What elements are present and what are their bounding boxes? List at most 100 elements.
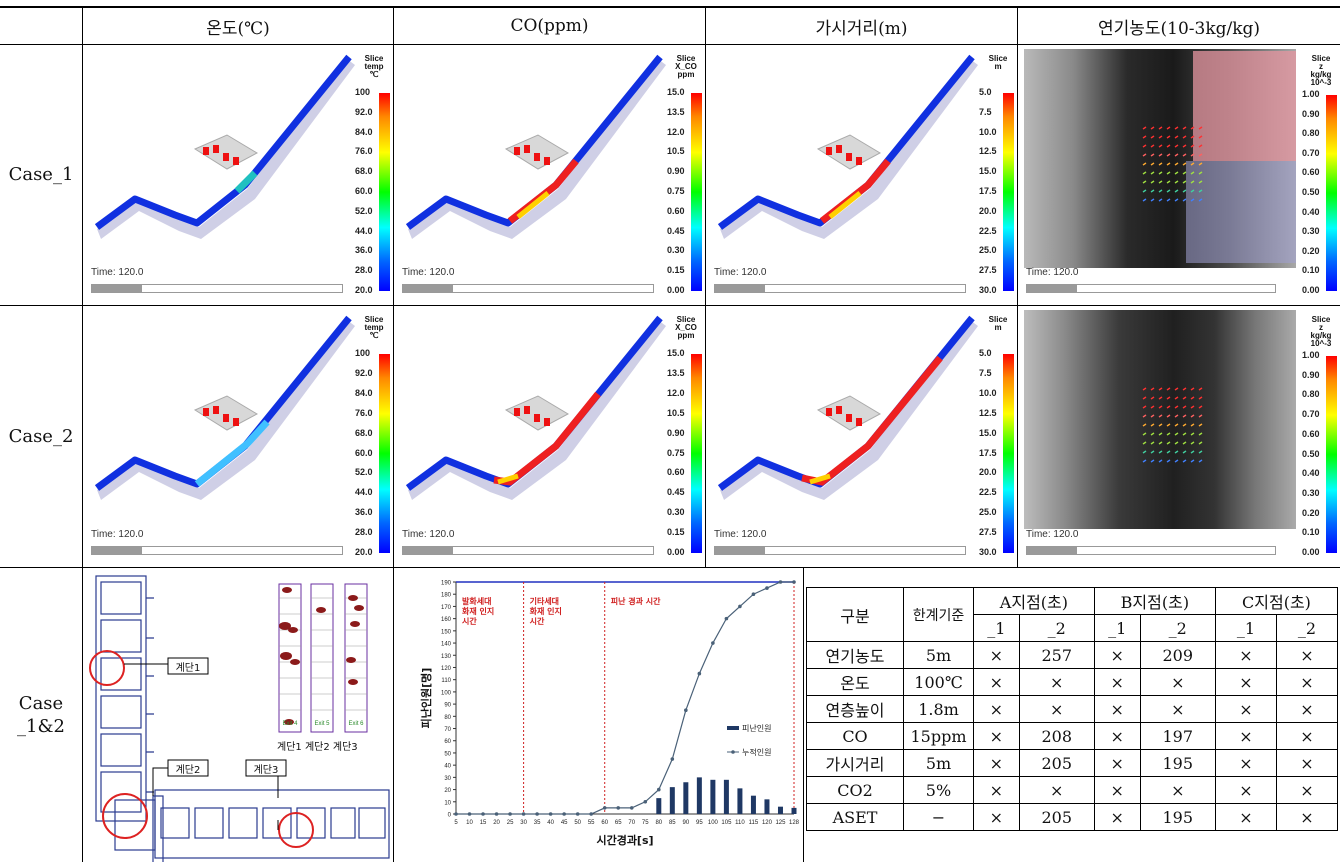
col-rule-1 [82,6,83,862]
smoke-vector [1198,171,1203,175]
colorbar-label: 22.5 [979,225,997,236]
table-row: 연기농도 5m × 257 × 209 × × [806,641,1339,669]
smoke-vector [1198,423,1203,427]
bar [764,799,770,814]
colorbar-title-line: Slice [364,315,384,324]
colorbar-label: 15.0 [979,166,997,177]
smoke-vector [1190,423,1195,427]
colorbar-title: Slice X_CO ppm [669,55,703,79]
colorbar-label: 0.70 [1302,409,1320,420]
colorbar-label: 0.90 [1302,369,1320,380]
colorbar-label: 84.0 [355,387,373,398]
colorbar-title-line: Slice [988,54,1008,63]
smoke-vector [1182,432,1187,436]
x-tick-label: 120 [762,820,773,826]
hot-spot [514,147,520,155]
stair3-label: 계단3 [253,765,279,776]
smoke-vector [1158,171,1163,175]
colorbar-label: 60.0 [355,447,373,458]
legend-line-label: 누적인원 [742,747,771,757]
colorbar-label: 0.40 [1302,206,1320,217]
smoke-vector [1190,144,1195,148]
table-cell: × [1214,722,1277,750]
evacuation-chart-cell: 0 10 20 30 40 50 60 70 80 90 100 110 120 130 140 150 160… [394,568,803,862]
building-slice-render [717,315,978,500]
smoke-vector [1198,162,1203,166]
y-tick-label: 70 [444,727,451,733]
exit5-label: Exit 5 [314,721,330,727]
smoke-vector [1158,441,1163,445]
colorbar-label: 76.0 [355,146,373,157]
smoke-vector [1166,423,1171,427]
floorplan-drawing [89,575,390,862]
bar [777,806,783,814]
annotation-text: 발화세대 [462,596,491,606]
smoke-vector [1174,432,1179,436]
row1-rule [0,305,1340,306]
smoke-vector [1142,153,1147,157]
smoke-vector [1174,162,1179,166]
aset-table: 구분 한계기준 A지점(초) B지점(초) C지점(초) _1 _2 _1 _2… [806,587,1339,831]
colorbar-label: 12.5 [979,146,997,157]
smoke-vector [1158,387,1163,391]
hot-spot [856,157,862,165]
colorbar-label: 0.40 [1302,468,1320,479]
room-block [193,134,259,170]
colorbar-label: 17.5 [979,186,997,196]
high-value-region [234,170,258,194]
corridor-wall [408,59,666,239]
cumulative-point [765,586,769,590]
x-tick-label: 110 [735,820,745,826]
smoke-vector [1182,180,1187,184]
y-tick-label: 170 [441,605,452,611]
colorbar-title-line: kg/kg [1310,331,1332,340]
colorbar-title-line: ppm [677,331,695,340]
table-cell: × [1018,776,1095,804]
colorbar-gradient [379,354,390,553]
corridor-wall [97,59,355,239]
table-cell: × [1139,776,1216,804]
header-temperature: 온도(℃) [206,18,270,39]
col-rule-3 [705,6,706,568]
sim-progress-bar [402,284,654,293]
sim-progress-fill [92,285,142,292]
cumulative-point [589,812,593,816]
colorbar-title-line: X_CO [675,62,697,71]
smoke-vector [1190,405,1195,409]
smoke-vector [1158,432,1163,436]
table-cell: × [1275,668,1339,696]
smoke-vector [1190,198,1195,202]
colorbar-title-line: Slice [988,315,1008,324]
table-cell: × [1139,695,1216,723]
smoke-vector [1174,144,1179,148]
sim-progress-fill [92,547,142,554]
case2-co-cell: Time: 120.0 Slice X_CO ppm 15.0 13.5 12.0 10.5 0… [394,306,705,567]
sub-b2: _2 [1139,614,1216,642]
table-cell: 257 [1018,641,1095,669]
x-tick-label: 100 [708,820,719,826]
smoke-vector [1158,396,1163,400]
x-tick-label: 55 [588,820,595,826]
legend-bar-label: 피난인원 [742,723,771,733]
room-block [816,134,882,170]
colorbar-label: 0.70 [1302,147,1320,158]
smoke-vector [1182,189,1187,193]
bar [791,807,797,814]
colorbar-label: 0.00 [667,285,685,295]
smoke-vector [1198,144,1203,148]
colorbar-label: 0.10 [1302,527,1320,538]
legend-bar-swatch [727,726,739,730]
smoke-vector [1174,405,1179,409]
colorbar-label: 0.45 [667,487,685,498]
smoke-vector [1142,423,1147,427]
colorbar-label: 25.0 [979,245,997,256]
smoke-vector [1174,441,1179,445]
colorbar-label: 28.0 [355,265,373,276]
smoke-vector [1174,396,1179,400]
smoke-vector [1174,180,1179,184]
smoke-vector [1198,126,1203,130]
colorbar-title: Slice z kg/kg 10^-3 [1304,55,1338,87]
colorbar-label: 76.0 [355,407,373,418]
corridor-wall [720,320,978,500]
x-tick-label: 30 [520,820,527,826]
